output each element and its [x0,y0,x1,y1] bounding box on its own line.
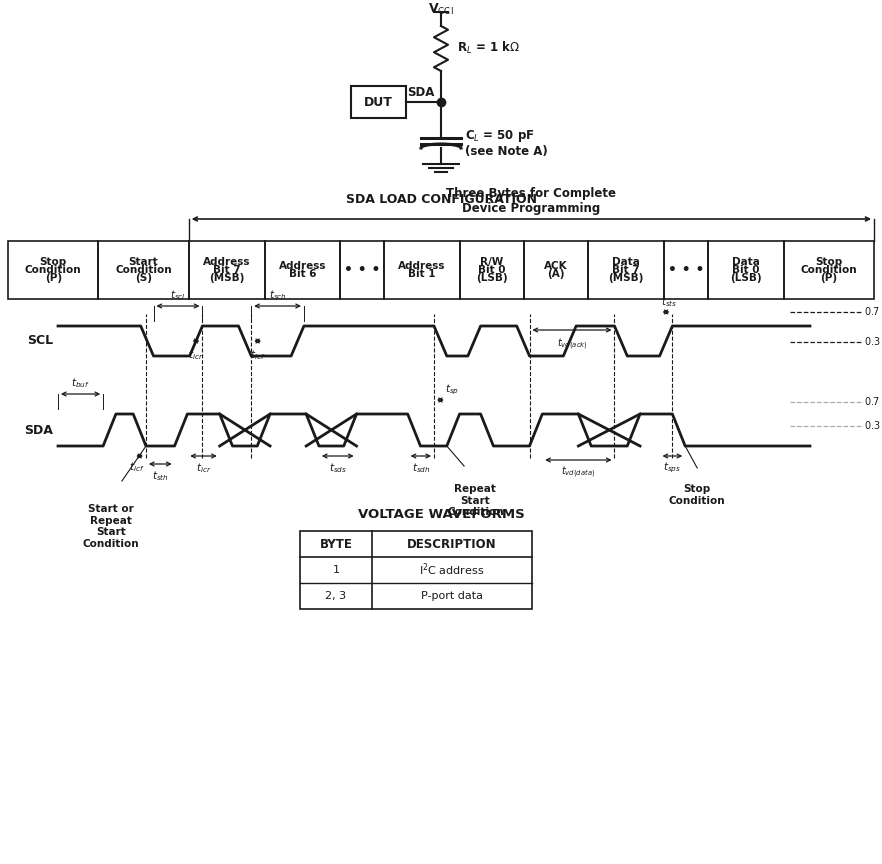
Text: $t_{scl}$: $t_{scl}$ [170,289,186,302]
Text: Address: Address [279,261,326,271]
Text: DUT: DUT [364,96,393,109]
Text: (LSB): (LSB) [476,273,508,283]
Text: Address: Address [203,257,250,267]
Text: 0.7 · V$_{CC}$: 0.7 · V$_{CC}$ [864,305,882,319]
Bar [99,241,189,299]
Text: $t_{sp}$: $t_{sp}$ [445,383,460,397]
Bar [340,241,385,299]
Text: $t_{sts}$: $t_{sts}$ [661,295,677,309]
Text: I$^2$C address: I$^2$C address [419,562,485,578]
Bar [460,241,524,299]
Text: R$_L$ = 1 k$\Omega$: R$_L$ = 1 k$\Omega$ [457,40,519,56]
Text: P-port data: P-port data [421,591,483,601]
Text: 0.3 · V$_{CC}$: 0.3 · V$_{CC}$ [864,419,882,433]
Text: SDA: SDA [24,423,53,436]
Text: DESCRIPTION: DESCRIPTION [407,537,497,550]
Text: BYTE: BYTE [319,537,353,550]
Text: Stop
Condition: Stop Condition [669,484,726,505]
Text: (S): (S) [135,273,152,283]
Text: $t_{sch}$: $t_{sch}$ [269,289,287,302]
Bar [189,241,265,299]
Text: $t_{icr}$: $t_{icr}$ [188,348,204,362]
Bar [588,241,664,299]
Text: $t_{sth}$: $t_{sth}$ [152,469,168,483]
Bar [300,531,532,609]
Text: R/W: R/W [481,257,504,267]
Bar [8,241,99,299]
Bar [265,241,340,299]
Text: Start or
Repeat
Start
Condition: Start or Repeat Start Condition [82,504,139,549]
Text: V$_{\rm CCI}$: V$_{\rm CCI}$ [428,2,454,17]
Text: • • •: • • • [668,263,704,277]
Text: $t_{vd(ack)}$: $t_{vd(ack)}$ [557,337,587,353]
Text: VOLTAGE WAVEFORMS: VOLTAGE WAVEFORMS [357,508,525,521]
Text: ACK: ACK [544,261,568,271]
Bar [664,241,707,299]
Text: $t_{sdh}$: $t_{sdh}$ [412,461,430,475]
Text: (P): (P) [820,273,837,283]
Text: Data: Data [732,257,759,267]
Text: 0.7 · V$_{CC}$: 0.7 · V$_{CC}$ [864,395,882,409]
Text: (MSB): (MSB) [209,273,244,283]
Text: Three Bytes for Complete
Device Programming: Three Bytes for Complete Device Programm… [446,187,617,215]
Text: SDA: SDA [407,86,435,99]
Text: Bit 1: Bit 1 [408,269,436,279]
Text: Condition: Condition [801,265,857,275]
Text: C$_L$ = 50 pF
(see Note A): C$_L$ = 50 pF (see Note A) [465,128,548,158]
Text: Condition: Condition [25,265,81,275]
Text: $t_{buf}$: $t_{buf}$ [71,376,90,390]
Text: (LSB): (LSB) [730,273,761,283]
Text: Data: Data [612,257,640,267]
Text: Condition: Condition [116,265,172,275]
Text: Bit 0: Bit 0 [478,265,505,275]
Text: $t_{vd(data)}$: $t_{vd(data)}$ [561,465,595,480]
Text: Bit 7: Bit 7 [612,265,640,275]
Text: Bit 6: Bit 6 [288,269,317,279]
Text: Address: Address [399,261,445,271]
Text: (P): (P) [45,273,62,283]
Bar [385,241,460,299]
Bar [783,241,874,299]
Text: Repeat
Start
Condition: Repeat Start Condition [447,484,504,518]
Text: 1: 1 [333,565,340,575]
Text: SCL: SCL [26,334,53,347]
Text: (MSB): (MSB) [609,273,644,283]
Bar [707,241,783,299]
Text: $t_{sps}$: $t_{sps}$ [663,461,682,475]
Text: Stop: Stop [815,257,842,267]
Text: 0.3 · V$_{CC}$: 0.3 · V$_{CC}$ [864,335,882,349]
Text: $t_{icr}$: $t_{icr}$ [196,461,211,475]
Text: Bit 0: Bit 0 [732,265,759,275]
Text: (A): (A) [548,269,565,279]
Text: $t_{icf}$: $t_{icf}$ [250,348,265,362]
Text: SDA LOAD CONFIGURATION: SDA LOAD CONFIGURATION [346,193,536,206]
Text: Start: Start [129,257,159,267]
Text: Stop: Stop [40,257,67,267]
Bar [524,241,588,299]
Text: Bit 7: Bit 7 [213,265,241,275]
Text: $t_{sds}$: $t_{sds}$ [329,461,347,475]
Text: • • •: • • • [344,263,380,277]
Text: $t_{icf}$: $t_{icf}$ [129,460,145,473]
Text: 2, 3: 2, 3 [325,591,347,601]
Bar [351,86,406,118]
